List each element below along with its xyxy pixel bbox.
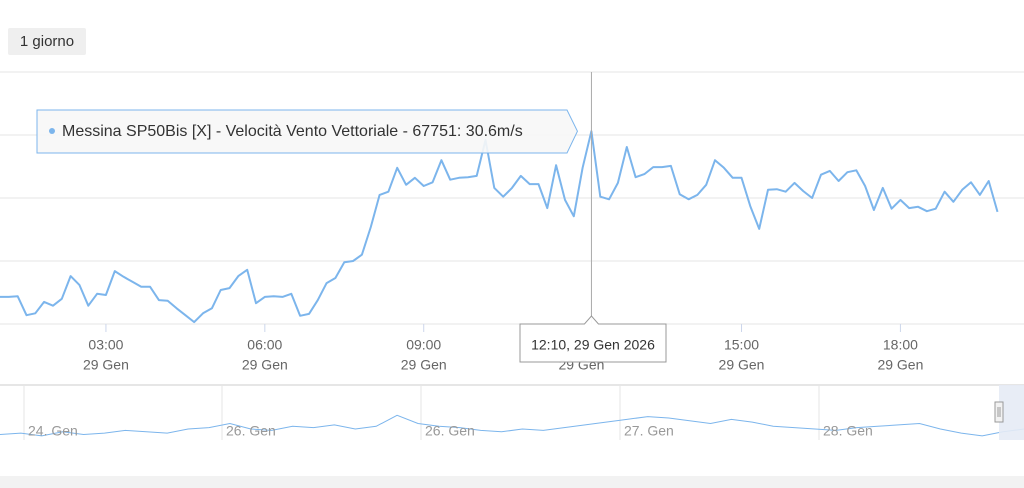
x-tick-label: 03:00 — [88, 337, 123, 353]
crosshair-label: 12:10, 29 Gen 2026 — [531, 337, 655, 353]
navigator-label: 28. Gen — [823, 423, 873, 439]
x-tick-label: 09:00 — [406, 337, 441, 353]
navigator-label: 26. Gen — [226, 423, 276, 439]
series-line — [0, 130, 999, 324]
x-tick-date: 29 Gen — [877, 357, 923, 373]
tooltip-text: Messina SP50Bis [X] - Velocità Vento Vet… — [62, 123, 523, 140]
x-tick-date: 29 Gen — [401, 357, 447, 373]
navigator-label: 26. Gen — [425, 423, 475, 439]
overlay: Messina SP50Bis [X] - Velocità Vento Vet… — [36, 109, 667, 363]
x-tick-label: 15:00 — [724, 337, 759, 353]
crosshair-label-box — [519, 315, 667, 363]
navigator-handle[interactable] — [994, 401, 1004, 423]
navigator-label: 27. Gen — [624, 423, 674, 439]
navigator: 24. Gen 26. Gen 26. Gen 27. Gen 28. Gen — [0, 385, 1024, 440]
x-tick-label: 18:00 — [883, 337, 918, 353]
tooltip-box — [36, 109, 579, 154]
navigator-line — [0, 414, 1024, 437]
tooltip-marker — [49, 128, 55, 134]
x-tick-date: 29 Gen — [83, 357, 129, 373]
x-tick-date: 29 Gen — [719, 357, 765, 373]
range-button-label[interactable]: 1 giorno — [20, 33, 74, 50]
x-tick-date: 29 Gen — [242, 357, 288, 373]
navigator-label: 24. Gen — [28, 423, 78, 439]
range-button[interactable] — [8, 28, 86, 55]
scrollbar[interactable] — [0, 476, 1024, 488]
x-tick-label: 06:00 — [247, 337, 282, 353]
